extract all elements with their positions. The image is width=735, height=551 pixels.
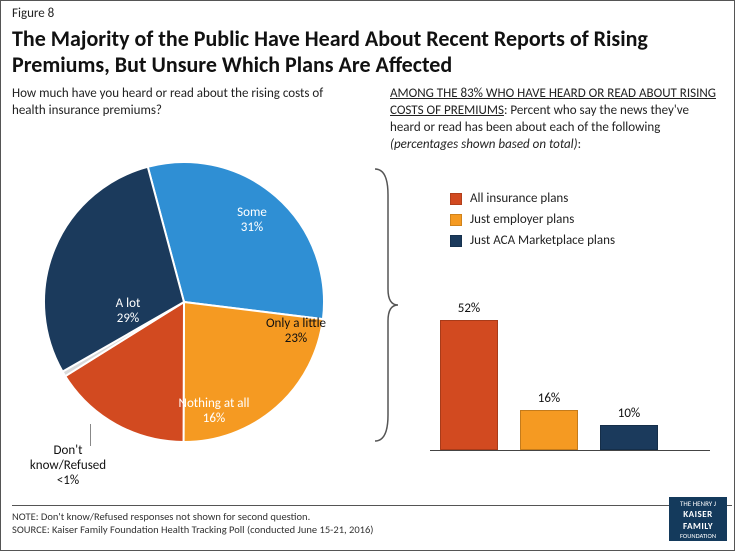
bar-question-italic: (percentages shown based on total) bbox=[390, 137, 578, 152]
logo-line3: FAMILY bbox=[671, 522, 725, 532]
pie-slice bbox=[184, 302, 323, 442]
legend-item: All insurance plans bbox=[450, 191, 615, 206]
pie-leader-line bbox=[90, 424, 91, 446]
legend-label: All insurance plans bbox=[470, 191, 568, 206]
bar-column: 52% bbox=[440, 301, 498, 450]
bar bbox=[520, 410, 578, 450]
legend-swatch bbox=[450, 193, 462, 205]
pie-question: How much have you heard or read about th… bbox=[12, 86, 342, 120]
bar-axis bbox=[430, 450, 710, 451]
legend-swatch bbox=[450, 214, 462, 226]
legend-swatch bbox=[450, 235, 462, 247]
pie-svg bbox=[24, 142, 344, 462]
bar-value-label: 52% bbox=[458, 301, 480, 316]
footnote: NOTE: Don't know/Refused responses not s… bbox=[12, 505, 732, 537]
bar-question: AMONG THE 83% WHO HAVE HEARD OR READ ABO… bbox=[390, 86, 720, 154]
legend-label: Just ACA Marketplace plans bbox=[470, 233, 615, 248]
footnote-note: NOTE: Don't know/Refused responses not s… bbox=[12, 510, 732, 524]
legend-item: Just ACA Marketplace plans bbox=[450, 233, 615, 248]
bar-legend: All insurance plans Just employer plans … bbox=[450, 185, 615, 254]
bar-chart: 52% 16% 10% bbox=[440, 300, 700, 450]
logo-line1: THE HENRY J bbox=[680, 499, 716, 508]
kff-logo: THE HENRY J KAISER FAMILY FOUNDATION bbox=[669, 497, 727, 541]
pie-chart: Some31%Only a little23%Nothing at all16%… bbox=[24, 142, 344, 462]
logo-line4: FOUNDATION bbox=[671, 533, 725, 540]
logo-line2: KAISER bbox=[671, 510, 725, 520]
footnote-source: SOURCE: Kaiser Family Foundation Health … bbox=[12, 523, 732, 537]
bar bbox=[440, 320, 498, 450]
figure-title: The Majority of the Public Have Heard Ab… bbox=[12, 26, 712, 79]
brace-icon bbox=[370, 165, 400, 445]
figure-number: Figure 8 bbox=[12, 6, 54, 21]
bar-column: 10% bbox=[600, 406, 658, 450]
bar-value-label: 10% bbox=[618, 406, 640, 421]
bar-value-label: 16% bbox=[538, 391, 560, 406]
legend-item: Just employer plans bbox=[450, 212, 615, 227]
bar-question-tail: : bbox=[578, 137, 581, 152]
bar bbox=[600, 425, 658, 450]
legend-label: Just employer plans bbox=[470, 212, 574, 227]
bar-column: 16% bbox=[520, 391, 578, 450]
